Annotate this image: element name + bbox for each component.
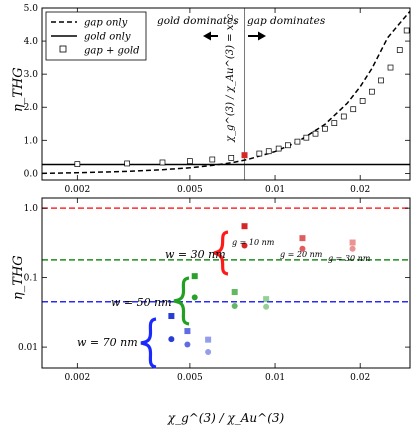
gap-gold-marker	[159, 159, 166, 166]
group-w50-label: w = 50 nm	[111, 296, 172, 309]
square-marker	[349, 239, 356, 246]
square-marker	[168, 313, 175, 320]
bottom-ytick-label: 1.0	[24, 204, 39, 214]
top-ylabel: η_THG	[11, 67, 26, 112]
top-axes-frame	[41, 7, 411, 181]
gap-gold-marker	[312, 130, 319, 137]
bottom-xtick-label: 0.005	[177, 373, 203, 383]
gap-gold-marker	[403, 27, 410, 34]
group-w70-label: w = 70 nm	[77, 336, 138, 349]
legend-both-marker	[59, 45, 67, 53]
top-ytick-label: 0.0	[24, 169, 39, 179]
square-marker	[205, 336, 212, 343]
top-ytick-label: 3.0	[24, 70, 39, 80]
top-xtick-label: 0.002	[64, 185, 90, 195]
top-ytick-label: 2.0	[24, 103, 39, 113]
bottom-plot-area	[42, 207, 410, 355]
top-ytick-label: 4.0	[24, 37, 39, 47]
square-marker	[241, 223, 248, 230]
legend-gold-label: gold only	[84, 32, 131, 43]
bottom-xtick-label: 0.002	[64, 373, 90, 383]
gap-10-label: g = 10 nm	[232, 238, 275, 247]
gap-only-curve	[42, 10, 410, 175]
top-plot-area	[42, 8, 410, 180]
top-ytick-label: 5.0	[24, 4, 39, 14]
gap-gold-marker	[74, 161, 81, 167]
gap-gold-marker	[359, 98, 366, 104]
bottom-panel: 0.002 0.005 0.01 0.02 0.01 0.1 1.0 w = 30 nm w…	[11, 197, 411, 425]
bottom-xtick-label: 0.01	[265, 373, 285, 383]
circle-marker	[299, 245, 306, 252]
bottom-axes-frame	[41, 197, 411, 369]
legend-both-label: gap + gold	[84, 46, 140, 57]
top-ytick-label: 1.0	[24, 136, 39, 146]
square-marker	[191, 273, 198, 280]
gap-gold-marker	[228, 154, 235, 161]
arrow-left-icon	[203, 31, 218, 41]
brace-w50-icon	[173, 276, 190, 326]
gap-gold-marker	[124, 160, 130, 167]
top-legend: gap only gold only gap + gold	[45, 11, 147, 61]
gap-gold-marker	[294, 138, 301, 145]
top-panel: 0.002 0.005 0.01 0.02 0.0 1.0 2.0 3.0 4.0 5.0 gap…	[11, 4, 411, 195]
gap-gold-marker	[350, 106, 357, 113]
circle-marker	[168, 336, 175, 343]
circle-marker	[191, 294, 198, 301]
bottom-ytick-label: 0.1	[24, 274, 38, 284]
top-xtick-label: 0.02	[350, 185, 370, 195]
bottom-ylabel: η_THG	[11, 255, 26, 300]
gap-gold-marker	[275, 145, 282, 152]
gap-gold-marker	[265, 148, 272, 155]
gap-gold-marker	[256, 150, 263, 157]
square-marker	[263, 296, 270, 303]
gap-30-label: g = 30 nm	[328, 254, 371, 263]
group-w30-label: w = 30 nm	[165, 248, 226, 261]
region-right-label: gap dominates	[247, 15, 326, 27]
bottom-xlabel: χ_g^(3) / χ_Au^(3)	[167, 411, 285, 425]
legend-gap-label: gap only	[84, 18, 128, 29]
circle-marker	[231, 303, 238, 310]
gap-gold-marker	[303, 134, 310, 141]
bottom-xtick-label: 0.02	[350, 373, 370, 383]
gap-gold-marker	[369, 88, 375, 95]
gap-gold-marker	[322, 125, 328, 132]
highlight-marker	[241, 152, 248, 159]
crossover-label: χ_g^(3) / χ_Au^(3) = x_c	[225, 14, 236, 143]
circle-marker	[241, 242, 248, 249]
gap-gold-marker	[340, 113, 347, 120]
bottom-ytick-label: 0.01	[18, 343, 38, 353]
gap-gold-marker	[387, 64, 394, 71]
circle-marker	[184, 341, 191, 348]
gap-gold-marker	[396, 47, 403, 53]
gap-gold-marker	[285, 142, 291, 149]
gap-gold-marker	[378, 77, 384, 84]
brace-w70-icon	[140, 317, 157, 369]
gap-20-label: g = 20 nm	[280, 250, 323, 259]
region-left-label: gold dominates	[157, 15, 239, 27]
top-ticks: 0.002 0.005 0.01 0.02 0.0 1.0 2.0 3.0 4.0 5.0	[24, 4, 410, 195]
circle-marker	[263, 303, 270, 310]
top-xtick-label: 0.01	[265, 185, 285, 195]
square-marker	[184, 328, 191, 335]
circle-marker	[205, 348, 212, 355]
gap-gold-marker	[331, 120, 338, 126]
circle-marker	[349, 245, 356, 252]
top-xtick-label: 0.005	[177, 185, 203, 195]
gap-gold-marker	[209, 156, 216, 163]
bottom-ticks: 0.002 0.005 0.01 0.02 0.01 0.1 1.0	[18, 198, 410, 383]
square-marker	[299, 235, 306, 242]
brace-w30-icon	[213, 230, 229, 276]
arrow-right-icon	[248, 31, 266, 41]
square-marker	[231, 289, 238, 296]
gap-gold-marker	[187, 158, 193, 164]
